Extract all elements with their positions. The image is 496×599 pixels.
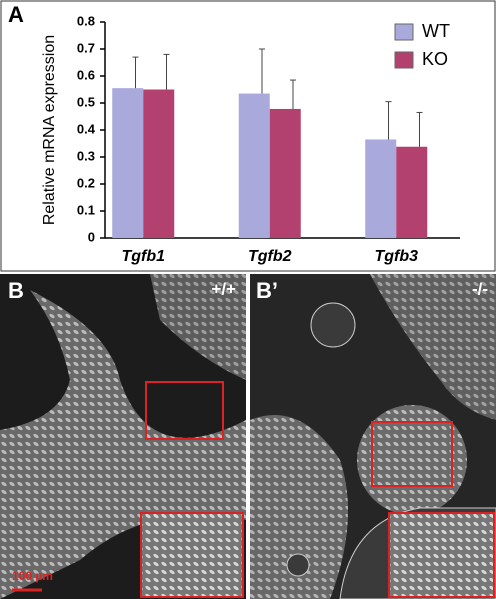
image-left	[0, 274, 246, 599]
scale-bar-label: 100 µm	[12, 569, 53, 583]
panel-label: A	[8, 2, 24, 27]
y-tick-label: 0.8	[77, 13, 95, 28]
x-tick-label: Tgfb1	[121, 248, 165, 265]
plot: 0 0.1 0.2 0.3 0.4 0.5 0.6 0.7 0.8 Tgfb1 Tgfb2 Tgfb3…	[77, 13, 450, 265]
bar	[396, 146, 428, 238]
legend-label: WT	[422, 21, 450, 41]
y-tick-label: 0.1	[77, 202, 95, 217]
genotype-label: -/-	[472, 279, 488, 298]
y-tick-label: 0.7	[77, 40, 95, 55]
bar	[112, 88, 144, 239]
y-tick-label: 0.6	[77, 67, 95, 82]
y-tick-label: 0.5	[77, 94, 95, 109]
bar	[365, 139, 397, 238]
legend-swatch	[394, 23, 414, 41]
x-tick-label: Tgfb2	[248, 248, 292, 265]
divider	[246, 272, 250, 599]
y-tick-label: 0.4	[77, 121, 96, 136]
image-right	[250, 274, 496, 599]
y-tick-label: 0.3	[77, 148, 95, 163]
bar	[269, 108, 301, 238]
bar	[238, 93, 270, 238]
genotype-label: +/+	[211, 279, 236, 298]
y-tick-label: 0.2	[77, 175, 95, 190]
legend-label: KO	[422, 49, 448, 69]
y-tick-label: 0	[88, 229, 95, 244]
y-axis-label: Relative mRNA expression	[41, 35, 58, 225]
bar	[143, 89, 175, 238]
legend-swatch	[394, 51, 414, 69]
panel-label: B	[8, 278, 24, 303]
panel-label: B’	[256, 278, 278, 303]
x-tick-label: Tgfb3	[374, 248, 418, 265]
